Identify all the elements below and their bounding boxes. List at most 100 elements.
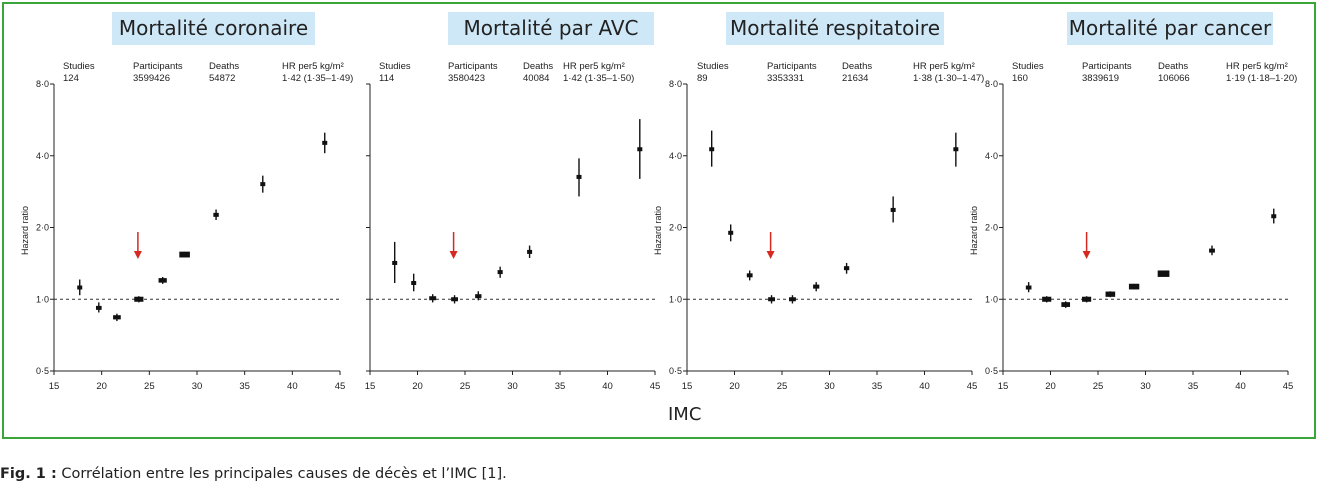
x-tick-label: 15 bbox=[998, 381, 1009, 392]
stat-studies-label: Studies bbox=[697, 61, 729, 72]
data-point bbox=[1042, 296, 1052, 302]
stat-hr-value: 1·19 (1·18–1·20) bbox=[1226, 73, 1298, 84]
stat-deaths-value: 106066 bbox=[1158, 73, 1190, 84]
data-point bbox=[576, 174, 582, 179]
stat-deaths-value: 54872 bbox=[209, 73, 236, 84]
panel-title-avc: Mortalité par AVC bbox=[448, 12, 654, 45]
y-axis-title: Hazard ratio bbox=[969, 206, 979, 255]
x-tick-label: 30 bbox=[1140, 381, 1151, 392]
data-point bbox=[411, 280, 417, 285]
data-point bbox=[1082, 296, 1092, 302]
data-point bbox=[768, 297, 775, 302]
stat-participants-value: 3580423 bbox=[448, 73, 485, 84]
stat-hr-value: 1·38 (1·30–1·47) bbox=[913, 73, 985, 84]
x-tick-label: 20 bbox=[96, 381, 107, 392]
y-tick-label: 4·0 bbox=[36, 151, 49, 161]
stat-participants-label: Participants bbox=[767, 61, 817, 72]
y-tick-label: 2·0 bbox=[669, 223, 682, 233]
stat-studies-value: 124 bbox=[63, 73, 79, 84]
y-tick-label: 1·0 bbox=[985, 294, 998, 304]
y-tick-label: 0·5 bbox=[36, 366, 49, 376]
stat-hr-value: 1·42 (1·35–1·49) bbox=[282, 73, 354, 84]
data-point bbox=[728, 230, 734, 235]
y-axis-title: Hazard ratio bbox=[20, 206, 30, 255]
stat-studies-label: Studies bbox=[63, 61, 95, 72]
x-tick-label: 35 bbox=[1188, 381, 1199, 392]
x-tick-label: 35 bbox=[872, 381, 883, 392]
data-point bbox=[213, 212, 219, 217]
reference-arrow-head bbox=[766, 251, 775, 259]
data-point bbox=[77, 285, 83, 290]
stat-studies-value: 89 bbox=[697, 73, 708, 84]
x-tick-label: 45 bbox=[1283, 381, 1294, 392]
panel-title-respiratoire: Mortalité respitatoire bbox=[726, 12, 944, 45]
x-tick-label: 15 bbox=[49, 381, 60, 392]
data-point bbox=[1061, 302, 1071, 307]
stat-hr-label: HR per5 kg/m² bbox=[913, 61, 975, 72]
y-tick-label: 2·0 bbox=[36, 223, 49, 233]
x-tick-label: 25 bbox=[144, 381, 155, 392]
panel-title-cancer: Mortalité par cancer bbox=[1067, 12, 1273, 45]
data-point bbox=[497, 270, 503, 275]
data-point bbox=[843, 266, 850, 271]
x-tick-label: 15 bbox=[365, 381, 376, 392]
stat-participants-value: 3839619 bbox=[1082, 73, 1119, 84]
data-point bbox=[890, 207, 896, 212]
stat-deaths-label: Deaths bbox=[523, 61, 554, 72]
data-point bbox=[1157, 270, 1170, 277]
x-tick-label: 30 bbox=[824, 381, 835, 392]
stat-deaths-label: Deaths bbox=[1158, 61, 1189, 72]
stat-studies-value: 160 bbox=[1012, 73, 1028, 84]
y-tick-label: 0·5 bbox=[669, 366, 682, 376]
x-tick-label: 40 bbox=[1235, 381, 1246, 392]
data-point bbox=[429, 296, 437, 301]
stat-deaths-value: 40084 bbox=[523, 73, 550, 84]
stat-hr-label: HR per5 kg/m² bbox=[282, 61, 344, 72]
x-tick-label: 20 bbox=[412, 381, 423, 392]
x-tick-label: 25 bbox=[460, 381, 471, 392]
x-tick-label: 45 bbox=[650, 381, 661, 392]
stat-hr-label: HR per5 kg/m² bbox=[563, 61, 625, 72]
caption-label: Fig. 1 : bbox=[0, 466, 57, 482]
x-tick-label: 30 bbox=[192, 381, 203, 392]
data-point bbox=[813, 284, 820, 289]
data-point bbox=[709, 147, 715, 152]
stat-hr-label: HR per5 kg/m² bbox=[1226, 61, 1288, 72]
data-point bbox=[322, 140, 328, 145]
data-point bbox=[392, 260, 398, 265]
stat-studies-value: 114 bbox=[379, 73, 395, 84]
data-point bbox=[134, 296, 144, 302]
y-tick-label: 8·0 bbox=[985, 79, 998, 89]
stat-studies-label: Studies bbox=[379, 61, 411, 72]
stat-studies-label: Studies bbox=[1012, 61, 1044, 72]
x-tick-label: 20 bbox=[1045, 381, 1056, 392]
stat-hr-value: 1·42 (1·35–1·50) bbox=[563, 73, 635, 84]
data-point bbox=[1128, 283, 1140, 290]
x-tick-label: 45 bbox=[335, 381, 346, 392]
x-tick-label: 25 bbox=[777, 381, 788, 392]
x-tick-label: 35 bbox=[239, 381, 250, 392]
figure-frame bbox=[2, 2, 1316, 439]
y-tick-label: 4·0 bbox=[669, 151, 682, 161]
x-axis-title: IMC bbox=[668, 404, 702, 425]
stat-participants-label: Participants bbox=[133, 61, 183, 72]
data-point bbox=[158, 278, 167, 283]
y-tick-label: 0·5 bbox=[985, 366, 998, 376]
stat-participants-label: Participants bbox=[1082, 61, 1132, 72]
data-point bbox=[95, 305, 102, 310]
x-tick-label: 45 bbox=[967, 381, 978, 392]
reference-arrow-head bbox=[1082, 251, 1091, 259]
reference-arrow-head bbox=[449, 251, 458, 259]
data-point bbox=[527, 249, 533, 254]
caption-text: Corrélation entre les principales causes… bbox=[56, 466, 507, 482]
x-tick-label: 40 bbox=[919, 381, 930, 392]
stat-participants-value: 3353331 bbox=[767, 73, 804, 84]
data-point bbox=[260, 182, 266, 187]
stat-participants-label: Participants bbox=[448, 61, 498, 72]
x-tick-label: 40 bbox=[287, 381, 298, 392]
y-tick-label: 1·0 bbox=[36, 294, 49, 304]
stat-deaths-label: Deaths bbox=[842, 61, 873, 72]
reference-arrow-head bbox=[133, 251, 142, 259]
x-tick-label: 40 bbox=[602, 381, 613, 392]
y-axis-title: Hazard ratio bbox=[653, 206, 663, 255]
